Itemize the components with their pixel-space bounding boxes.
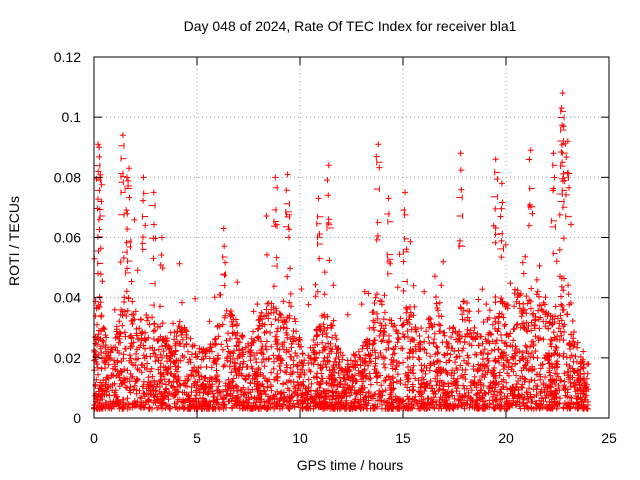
roti-peak-streak: [122, 185, 132, 276]
roti-peak-streak: [219, 243, 229, 289]
y-tick-label: 0: [73, 410, 81, 426]
roti-peak-point: [498, 180, 505, 187]
roti-peak-point: [272, 174, 279, 181]
roti-peak-streak: [95, 181, 106, 277]
roti-peak-streak: [148, 202, 159, 309]
roti-peak-streak: [271, 184, 280, 290]
x-axis-label: GPS time / hours: [296, 457, 404, 473]
y-tick-label: 0.12: [54, 49, 81, 65]
roti-point-cloud: [91, 213, 592, 412]
roti-peak-point: [284, 171, 291, 178]
x-tick-label: 5: [193, 430, 201, 446]
roti-peak-point: [96, 144, 103, 151]
roti-peak-point: [402, 189, 409, 196]
roti-peak-streak: [140, 190, 149, 253]
roti-peak-point: [315, 195, 322, 202]
roti-peak-point: [123, 174, 130, 181]
x-tick-labels: 0 5 10 15 20 25: [90, 430, 617, 446]
roti-peak-streak: [497, 199, 506, 261]
roti-peak-streak: [556, 122, 566, 218]
roti-peak-point: [375, 141, 382, 148]
roti-peak-point: [95, 141, 102, 148]
roti-peak-streak: [118, 142, 127, 218]
x-tick-label: 15: [395, 430, 411, 446]
roti-peak-streak: [563, 154, 573, 220]
roti-peak-point: [150, 189, 157, 196]
roti-peak-point: [564, 138, 571, 145]
roti-peak-streak: [282, 187, 292, 241]
roti-peak-point: [325, 162, 332, 169]
roti-peak-point: [550, 150, 557, 157]
roti-peak-streak: [560, 140, 568, 242]
y-tick-label: 0.06: [54, 230, 81, 246]
roti-peak-streak: [525, 156, 536, 229]
y-tick-labels: 0 0.02 0.04 0.06 0.08 0.1 0.12: [54, 49, 81, 426]
roti-peak-streak: [157, 251, 167, 330]
y-tick-label: 0.04: [54, 290, 81, 306]
roti-peak-point: [559, 90, 566, 97]
roti-peak-point: [158, 234, 165, 241]
y-axis-label: ROTI / TECUs: [6, 196, 22, 286]
roti-peak-streak: [456, 167, 466, 250]
roti-peak-streak: [323, 177, 334, 264]
data-points: [91, 90, 592, 412]
roti-peak-streak: [490, 169, 501, 246]
roti-peak-point: [385, 195, 392, 202]
y-tick-label: 0.02: [54, 350, 81, 366]
roti-peak-streak: [373, 153, 383, 243]
roti-peak-point: [119, 132, 126, 139]
roti-peak-streak: [557, 108, 567, 205]
y-tick-label: 0.08: [54, 169, 81, 185]
roti-peak-streak: [384, 210, 394, 323]
x-tick-label: 25: [601, 430, 617, 446]
roti-peak-point: [492, 156, 499, 163]
x-tick-label: 20: [498, 430, 514, 446]
axis-ticks: [93, 56, 610, 419]
x-tick-label: 10: [292, 430, 308, 446]
chart-title: Day 048 of 2024, Rate Of TEC Index for r…: [183, 18, 517, 34]
y-tick-label: 0.1: [62, 109, 82, 125]
roti-peak-streak: [124, 177, 133, 265]
x-tick-label: 0: [90, 430, 98, 446]
roti-peak-streak: [93, 153, 103, 277]
roti-peak-point: [527, 147, 534, 154]
roti-peak-point: [558, 105, 565, 112]
roti-peak-streak: [549, 162, 558, 257]
roti-peak-point: [140, 174, 147, 181]
roti-peak-point: [457, 150, 464, 157]
roti-peak-point: [560, 123, 567, 130]
roti-peak-point: [220, 225, 227, 232]
roti-peak-point: [126, 165, 133, 172]
roti-peak-streak: [315, 213, 324, 295]
roti-peak-streak: [400, 207, 410, 285]
